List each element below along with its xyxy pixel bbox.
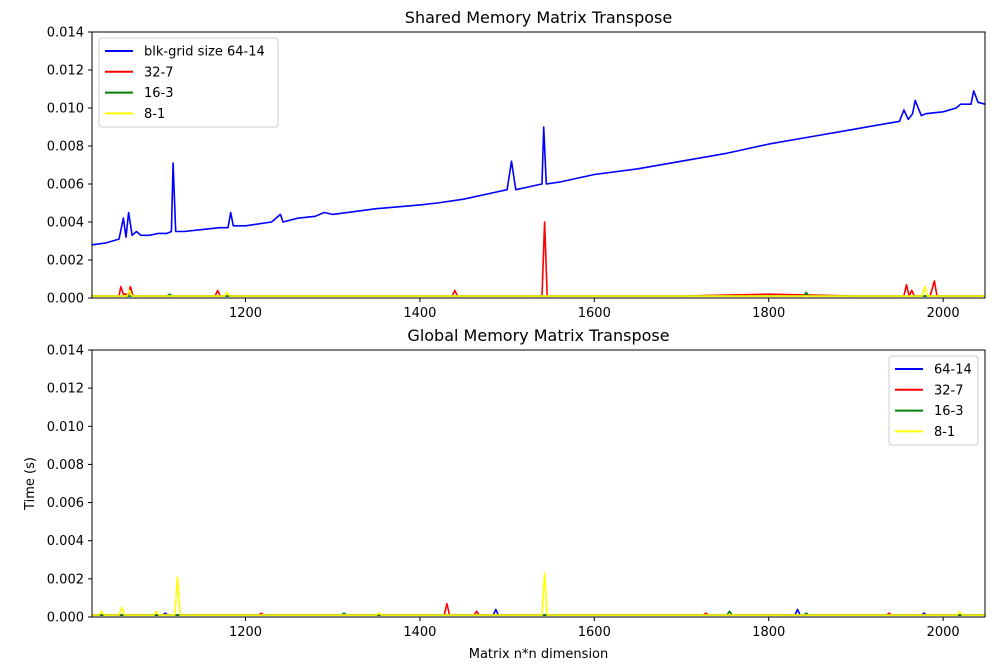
x-tick-label: 1400: [403, 625, 436, 640]
global-memory-ticks: 1200 1400 1600 1800 2000 0.000 0.002 0.004 0.006…: [47, 344, 960, 641]
series-line-shared-3: [92, 285, 985, 297]
global-memory-series-group: [92, 572, 985, 616]
y-tick-label: 0.002: [47, 254, 84, 269]
y-tick-label: 0.000: [47, 611, 84, 626]
y-tick-label: 0.002: [47, 572, 84, 587]
y-tick-label: 0.006: [47, 496, 84, 511]
shared-memory-axes-frame: [91, 31, 986, 299]
legend-entry-label: blk-grid size 64-14: [144, 45, 265, 60]
y-tick-label: 0.004: [47, 534, 84, 549]
legend-entry-label: 16-3: [934, 404, 964, 419]
y-tick-label: 0.010: [47, 420, 84, 435]
x-tick-label: 1200: [229, 306, 262, 321]
global-memory-chart-title: Global Memory Matrix Transpose: [407, 326, 669, 345]
shared-memory-legend: blk-grid size 64-14 32-7 16-3 8-1: [98, 37, 279, 128]
y-tick-label: 0.010: [47, 102, 84, 117]
y-tick-label: 0.012: [47, 382, 84, 397]
legend-entry-label: 8-1: [144, 107, 165, 122]
x-tick-label: 1400: [403, 306, 436, 321]
legend-entry-label: 32-7: [144, 65, 174, 80]
y-axis-label: Time (s): [23, 457, 38, 511]
legend-entry-label: 16-3: [144, 86, 174, 101]
x-tick-label: 1600: [578, 306, 611, 321]
legend-entry-label: 32-7: [934, 383, 964, 398]
x-axis-label: Matrix n*n dimension: [469, 647, 609, 662]
x-tick-label: 1800: [752, 625, 785, 640]
y-tick-label: 0.004: [47, 216, 84, 231]
x-tick-label: 1800: [752, 306, 785, 321]
global-memory-axes-frame: [91, 349, 986, 618]
y-tick-label: 0.008: [47, 458, 84, 473]
shared-memory-chart-title: Shared Memory Matrix Transpose: [405, 8, 672, 27]
shared-memory-ticks: 1200 1400 1600 1800 2000 0.000 0.002 0.004 0.006…: [47, 26, 960, 322]
legend-entry-label: 8-1: [934, 425, 955, 440]
legend-entry-label: 64-14: [934, 363, 972, 378]
series-line-global-2: [92, 610, 985, 616]
global-memory-chart: Global Memory Matrix Transpose 1200 1400 1…: [23, 326, 986, 662]
global-memory-plot-area: [92, 350, 985, 617]
y-tick-label: 0.012: [47, 64, 84, 79]
x-tick-label: 1600: [578, 625, 611, 640]
series-line-global-3: [92, 572, 985, 616]
shared-memory-series-group: [91, 90, 986, 297]
shared-memory-chart: Shared Memory Matrix Transpose 1200 1400 1…: [47, 8, 986, 322]
legend-box: [888, 355, 979, 446]
global-memory-legend: 64-14 32-7 16-3 8-1: [888, 355, 979, 446]
x-tick-label: 1200: [229, 625, 262, 640]
y-tick-label: 0.008: [47, 140, 84, 155]
y-tick-label: 0.014: [47, 26, 84, 41]
y-tick-label: 0.006: [47, 178, 84, 193]
y-tick-label: 0.000: [47, 292, 84, 307]
legend-box: [98, 37, 279, 128]
y-tick-label: 0.014: [47, 344, 84, 359]
series-line-shared-0: [91, 90, 986, 246]
x-tick-label: 2000: [927, 625, 960, 640]
x-tick-label: 2000: [927, 306, 960, 321]
